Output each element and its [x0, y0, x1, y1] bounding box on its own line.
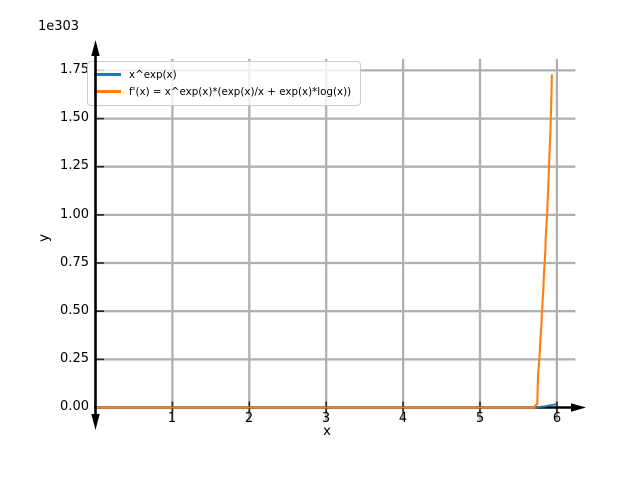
- y-axis-bottom-arrow-icon: [91, 414, 100, 430]
- y-tick-label: 0.00: [60, 399, 89, 414]
- legend-line-swatch: [94, 90, 121, 93]
- legend-entry: x^exp(x): [94, 66, 351, 83]
- x-tick-label: 2: [244, 411, 254, 426]
- y-tick-label: 0.25: [60, 351, 89, 366]
- x-tick-label: 1: [167, 411, 177, 426]
- curve-x-exp-x: [95, 403, 557, 409]
- y-axis-top-arrow-icon: [91, 40, 100, 56]
- legend-entry: f'(x) = x^exp(x)*(exp(x)/x + exp(x)*log(…: [94, 83, 351, 100]
- y-axis-label: y: [36, 234, 52, 242]
- x-axis-label: x: [323, 423, 331, 439]
- x-tick-label: 4: [398, 411, 408, 426]
- grid: [95, 58, 576, 421]
- legend: x^exp(x) f'(x) = x^exp(x)*(exp(x)/x + ex…: [87, 61, 362, 106]
- y-tick-label: 1.50: [60, 110, 89, 125]
- legend-entry-label: x^exp(x): [129, 68, 177, 81]
- x-tick-label: 6: [552, 411, 562, 426]
- legend-line-swatch: [94, 73, 121, 76]
- y-tick-label: 1.00: [60, 207, 89, 222]
- legend-entry-label: f'(x) = x^exp(x)*(exp(x)/x + exp(x)*log(…: [129, 85, 352, 98]
- x-tick-label: 5: [475, 411, 485, 426]
- curve-derivative: [95, 74, 553, 409]
- y-tick-label: 0.75: [60, 255, 89, 270]
- y-tick-label: 0.50: [60, 303, 89, 318]
- y-tick-label: 1.25: [60, 158, 89, 173]
- x-tick-label: 3: [321, 411, 331, 426]
- x-axis-arrow-icon: [571, 403, 586, 412]
- y-tick-label: 1.75: [60, 62, 89, 77]
- y-axis-offset-text: 1e303: [38, 19, 80, 34]
- tick-marks: [95, 69, 558, 413]
